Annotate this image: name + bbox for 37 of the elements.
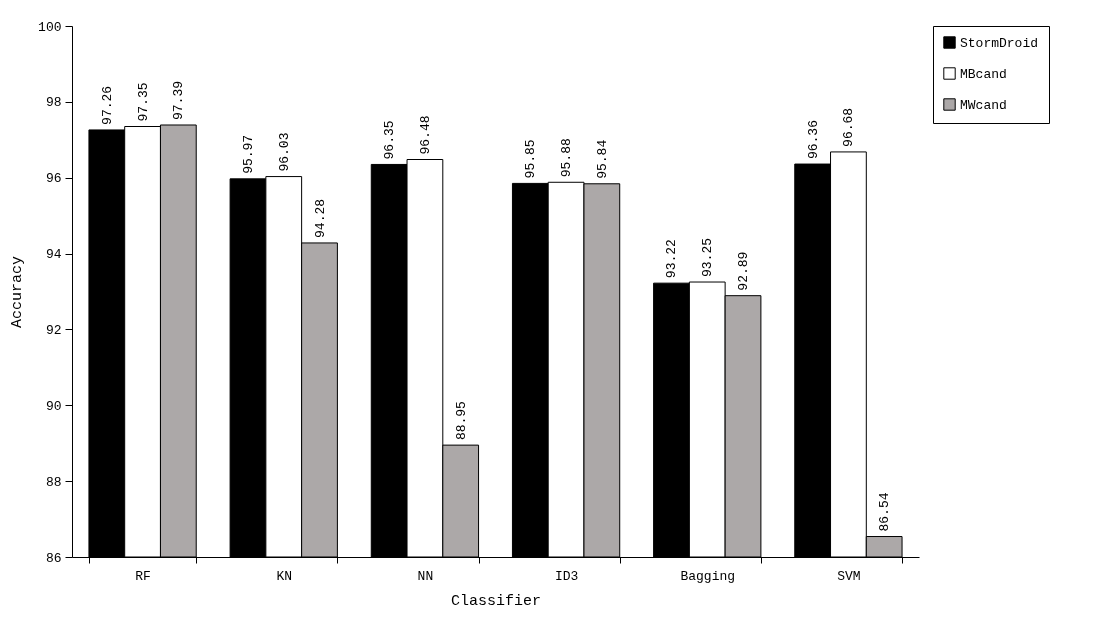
- data-label: 97.39: [171, 80, 187, 120]
- data-label: 96.03: [276, 132, 292, 172]
- y-tick-label: 98: [45, 95, 62, 111]
- data-label: 93.25: [700, 238, 716, 278]
- x-tick-label: NN: [417, 568, 434, 584]
- data-label: 92.89: [736, 251, 752, 291]
- y-tick-label: 94: [45, 247, 62, 263]
- data-label: 96.68: [841, 107, 857, 147]
- x-tick-label: ID3: [554, 568, 579, 584]
- data-label: 97.26: [99, 85, 115, 125]
- legend-label: StormDroid: [960, 35, 1039, 51]
- data-label: 88.95: [453, 401, 469, 441]
- data-label: 95.88: [559, 138, 575, 178]
- data-label: 97.35: [135, 82, 151, 122]
- legend-label: MWcand: [960, 97, 1007, 113]
- x-tick-label: KN: [276, 568, 293, 584]
- data-label: 86.54: [877, 492, 893, 532]
- y-tick-label: 96: [45, 171, 62, 187]
- x-tick-label: Bagging: [680, 568, 736, 584]
- y-tick-label: 88: [45, 474, 62, 490]
- data-label: 95.97: [240, 134, 256, 174]
- y-axis-title: Accuracy: [9, 255, 27, 329]
- data-label: 95.85: [523, 139, 539, 179]
- y-tick-label: 92: [45, 322, 62, 338]
- data-label: 96.36: [805, 120, 821, 160]
- x-tick-label: SVM: [837, 568, 861, 584]
- data-label: 95.84: [594, 139, 610, 179]
- y-tick-label: 86: [45, 550, 62, 566]
- data-label: 93.22: [664, 239, 680, 279]
- legend-label: MBcand: [960, 66, 1007, 82]
- x-tick-label: RF: [135, 568, 151, 584]
- x-axis-title: Classifier: [450, 592, 542, 610]
- y-tick-label: 90: [45, 398, 62, 414]
- data-label: 96.35: [382, 120, 398, 160]
- data-label: 94.28: [312, 198, 328, 238]
- data-label: 96.48: [417, 115, 433, 155]
- y-tick-label: 100: [38, 19, 62, 35]
